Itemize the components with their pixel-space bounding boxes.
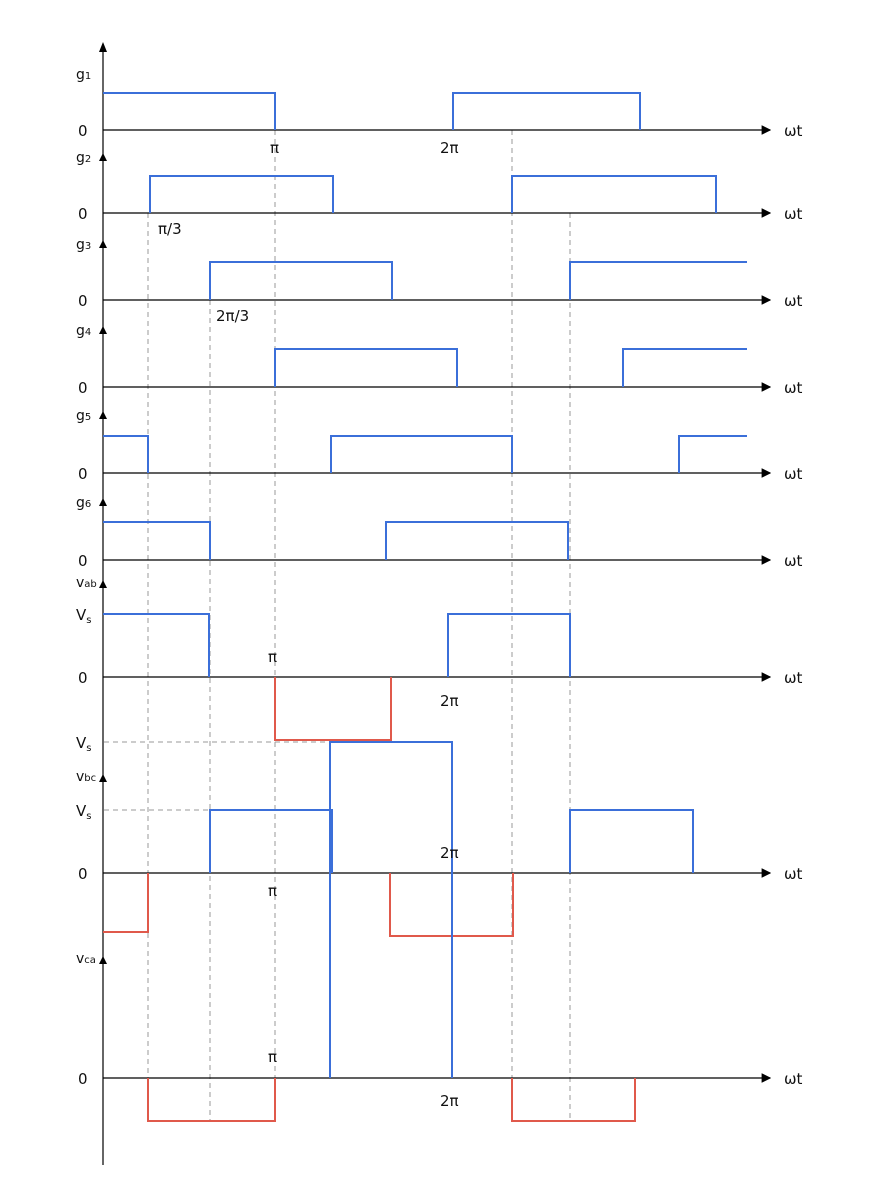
omega-t-label-g2: ωt: [784, 205, 803, 223]
wave-g5-pulse-1: [330, 435, 513, 473]
wave-vbc-pos-2: [569, 809, 694, 873]
main-axis-arrow: [99, 42, 107, 52]
vs-labels: Vs Vs Vs: [76, 606, 91, 822]
omega-t-label-g6: ωt: [784, 552, 803, 570]
wave-vca-neg-2: [511, 1078, 636, 1122]
wave-vca-neg-1: [147, 1078, 276, 1122]
wave-vab-pos-1: [103, 613, 210, 677]
vs-label-vab: Vs: [76, 606, 91, 626]
omega-t-label-g3: ωt: [784, 292, 803, 310]
channel-label-g5: g5: [76, 408, 91, 424]
channel-labels: g1 g2 g3 g4 g5 g6 vab vbc vca: [76, 67, 97, 967]
omega-t-label-g5: ωt: [784, 465, 803, 483]
two-pi-label-vab: 2π: [440, 692, 459, 710]
wave-g5-pulse-0: [103, 435, 149, 473]
wave-g1-pulse-1: [103, 92, 276, 130]
omega-t-label-vca: ωt: [784, 1070, 803, 1088]
zero-label-vca: 0: [78, 1070, 88, 1088]
wave-g5-pulse-2: [678, 435, 747, 473]
wave-g4-pulse-1: [274, 348, 458, 387]
channel-label-g2: g2: [76, 150, 91, 166]
two-pi-label-g1: 2π: [440, 139, 459, 157]
channel-label-vca: vca: [76, 951, 96, 967]
arrow-tick-g4: [99, 326, 107, 334]
omega-t-label-g1: ωt: [784, 122, 803, 140]
wave-vca-pos-1: [329, 741, 453, 1078]
channel-label-vab: vab: [76, 575, 97, 591]
zero-label-g3: 0: [78, 292, 88, 310]
two-pi-over-3-label: 2π/3: [216, 307, 249, 325]
zero-label-g6: 0: [78, 552, 88, 570]
wave-g6-pulse-0: [103, 521, 211, 560]
zero-label-vab: 0: [78, 669, 88, 687]
pi-label-vab: π: [268, 648, 277, 666]
two-pi-label-vbc: 2π: [440, 844, 459, 862]
wave-g1-pulse-2: [452, 92, 641, 130]
vs-label-vbc: Vs: [76, 802, 91, 822]
two-pi-label-vca: 2π: [440, 1092, 459, 1110]
wave-g4-pulse-2: [622, 348, 747, 387]
angle-labels: π 2π π/3 2π/3 π 2π 2π π π 2π: [158, 139, 459, 1110]
wave-vbc-neg-0: [103, 873, 149, 933]
channel-label-g3: g3: [76, 237, 91, 253]
arrow-tick-vca: [99, 956, 107, 964]
channel-arrow-ticks: [99, 153, 107, 964]
zero-label-g4: 0: [78, 379, 88, 397]
wave-vab-pos-2: [447, 613, 571, 677]
channel-label-g4: g4: [76, 323, 91, 339]
arrow-tick-g3: [99, 240, 107, 248]
vs-label-vca: Vs: [76, 734, 91, 754]
wave-g2-pulse-1: [149, 175, 334, 213]
pi-label-vbc: π: [268, 882, 277, 900]
pi-label-g1: π: [270, 139, 279, 157]
zero-label-g5: 0: [78, 465, 88, 483]
arrow-tick-vab: [99, 580, 107, 588]
omega-t-label-g4: ωt: [784, 379, 803, 397]
zero-labels: 0 0 0 0 0 0 0 0 0: [78, 122, 88, 1088]
guide-lines: [104, 130, 571, 1122]
wave-g3-pulse-1: [209, 261, 393, 300]
omega-t-label-vab: ωt: [784, 669, 803, 687]
channel-label-vbc: vbc: [76, 769, 96, 785]
pi-label-vca: π: [268, 1048, 277, 1066]
waveforms: [103, 92, 747, 1122]
wave-g2-pulse-2: [511, 175, 717, 213]
wave-g6-pulse-1: [385, 521, 569, 560]
arrow-tick-g2: [99, 153, 107, 161]
axis-end-labels: ωt ωt ωt ωt ωt ωt ωt ωt ωt: [784, 122, 803, 1088]
arrow-tick-vbc: [99, 774, 107, 782]
wave-vab-neg-1: [274, 677, 392, 741]
wave-vbc-pos-1: [209, 809, 333, 873]
pi-over-3-label: π/3: [158, 220, 182, 238]
omega-t-label-vbc: ωt: [784, 865, 803, 883]
arrow-tick-g5: [99, 411, 107, 419]
arrow-tick-g6: [99, 498, 107, 506]
wave-g3-pulse-2: [569, 261, 747, 300]
zero-label-g1: 0: [78, 122, 88, 140]
zero-label-g2: 0: [78, 205, 88, 223]
channel-label-g1: g1: [76, 67, 91, 83]
zero-label-vbc: 0: [78, 865, 88, 883]
horizontal-axes: [103, 125, 772, 1083]
channel-label-g6: g6: [76, 495, 91, 511]
